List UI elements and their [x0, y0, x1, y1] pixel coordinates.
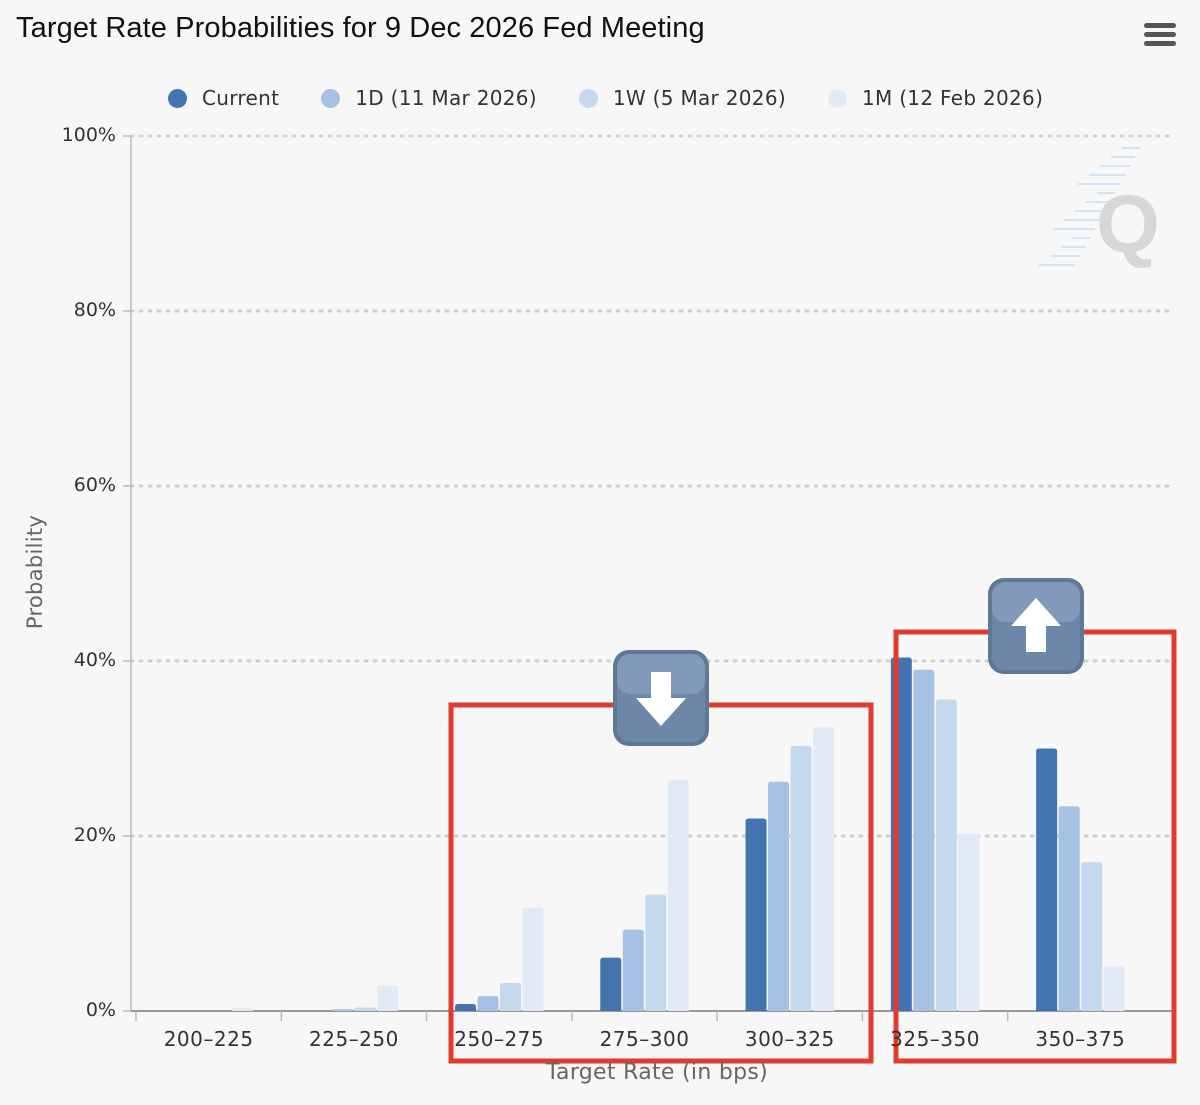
bar-1m-250–275[interactable] [522, 907, 544, 1011]
bar-1m-325–350[interactable] [958, 833, 980, 1011]
legend-item-1w[interactable]: 1W (5 Mar 2026) [578, 86, 786, 110]
x-tick-label: 350–375 [1035, 1027, 1126, 1051]
bar-1m-350–375[interactable] [1103, 966, 1125, 1011]
down-arrow-emoji-icon [613, 650, 709, 746]
svg-text:Q: Q [1096, 179, 1160, 270]
legend-swatch [321, 88, 341, 108]
y-tick-label: 80% [73, 299, 116, 321]
legend-swatch [578, 88, 598, 108]
bar-1m-200–225[interactable] [231, 1008, 253, 1011]
y-tick-label: 100% [61, 124, 116, 146]
bar-1w-350–375[interactable] [1081, 862, 1103, 1011]
legend-label: 1M (12 Feb 2026) [861, 86, 1044, 110]
legend-label: Current [202, 86, 280, 110]
bar-1d-350–375[interactable] [1058, 806, 1080, 1011]
legend-item-1m[interactable]: 1M (12 Feb 2026) [827, 86, 1044, 110]
bar-1d-325–350[interactable] [913, 669, 935, 1011]
legend-item-1d[interactable]: 1D (11 Mar 2026) [321, 86, 537, 110]
bar-1m-300–325[interactable] [813, 727, 835, 1012]
bar-1d-275–300[interactable] [622, 929, 644, 1011]
legend-swatch [168, 88, 187, 108]
bar-1w-325–350[interactable] [935, 699, 957, 1012]
x-tick-label: 300–325 [744, 1027, 835, 1051]
x-axis-label: Target Rate (in bps) [545, 1060, 769, 1085]
bar-1w-300–325[interactable] [790, 745, 812, 1011]
bar-1w-275–300[interactable] [645, 894, 667, 1011]
y-tick-label: 60% [73, 474, 116, 496]
bar-current-350–375[interactable] [1036, 748, 1058, 1012]
watermark-logo: Q [1039, 147, 1160, 270]
legend-item-current[interactable]: Current [168, 86, 279, 110]
bar-1d-300–325[interactable] [768, 781, 790, 1011]
bar-1d-225–250[interactable] [332, 1009, 354, 1011]
legend-label: 1W (5 Mar 2026) [612, 86, 786, 110]
x-tick-label: 225–250 [308, 1027, 399, 1051]
bar-1m-225–250[interactable] [377, 985, 399, 1011]
bar-1m-275–300[interactable] [667, 780, 689, 1011]
y-axis-label: Probability [23, 514, 47, 630]
x-tick-label: 275–300 [599, 1027, 690, 1051]
bar-1w-250–275[interactable] [499, 983, 521, 1011]
legend-label: 1D (11 Mar 2026) [355, 86, 537, 110]
up-arrow-emoji-icon [988, 578, 1084, 674]
bar-current-275–300[interactable] [600, 957, 622, 1011]
x-tick-label: 325–350 [890, 1027, 980, 1051]
chart-title: Target Rate Probabilities for 9 Dec 2026… [16, 12, 705, 44]
bar-1w-225–250[interactable] [354, 1007, 376, 1012]
bar-current-250–275[interactable] [454, 1004, 476, 1011]
x-tick-label: 200–225 [163, 1027, 254, 1051]
y-tick-label: 20% [73, 824, 116, 846]
y-tick-label: 40% [73, 649, 116, 671]
bar-1d-250–275[interactable] [477, 996, 499, 1011]
bar-current-300–325[interactable] [745, 818, 767, 1012]
chart-legend: Current 1D (11 Mar 2026) 1W (5 Mar 2026)… [168, 84, 1085, 112]
legend-swatch [827, 88, 847, 108]
x-tick-label: 250–275 [454, 1027, 545, 1051]
hamburger-menu-icon[interactable] [1140, 20, 1178, 50]
y-tick-label: 0% [85, 999, 116, 1021]
